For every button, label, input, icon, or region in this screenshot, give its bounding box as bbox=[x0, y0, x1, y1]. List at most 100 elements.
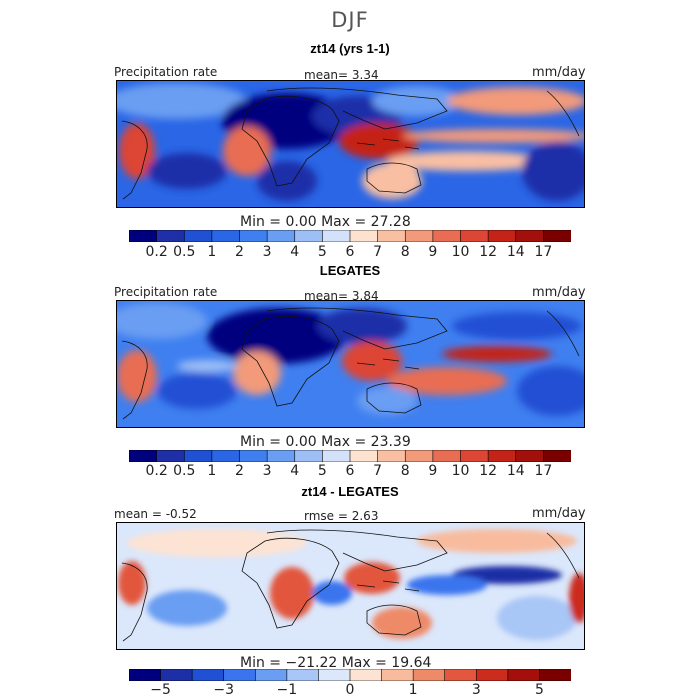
colorbar-tick-label: 7 bbox=[373, 244, 383, 260]
colorbar-tick-label: 0.2 bbox=[145, 463, 168, 479]
p1-coast-namerica bbox=[546, 90, 580, 137]
p2-n-atlantic bbox=[117, 303, 207, 339]
panel3-minmax: Min = −21.22 Max = 19.64 bbox=[240, 655, 432, 671]
panel2-units: mm/day bbox=[532, 285, 586, 300]
p3-central-pac-neg bbox=[407, 575, 487, 595]
colorbar-tick-label: 8 bbox=[400, 244, 410, 260]
p2-coast-indonesia bbox=[356, 358, 420, 370]
colorbar-swatch bbox=[211, 450, 241, 462]
colorbar-tick-label: 4 bbox=[290, 244, 300, 260]
colorbar-tick-label: 1 bbox=[207, 244, 217, 260]
colorbar-tick-label: 5 bbox=[317, 463, 327, 479]
p1-s-atlantic bbox=[147, 153, 227, 189]
colorbar-tick-label: 12 bbox=[479, 244, 498, 260]
panel3-rmse-label: rmse = 2.63 bbox=[304, 509, 379, 523]
colorbar-tick-label: 3 bbox=[471, 682, 481, 698]
panel3-mean-label: mean = -0.52 bbox=[114, 507, 197, 521]
colorbar-tick-label: 12 bbox=[479, 463, 498, 479]
panel2-variable-label: Precipitation rate bbox=[114, 285, 218, 299]
p1-coast-australia bbox=[366, 162, 422, 194]
colorbar-swatch bbox=[487, 230, 517, 242]
colorbar-tick-label: 17 bbox=[534, 463, 553, 479]
p3-australia-pos bbox=[372, 607, 432, 639]
panel1-mean-label: mean= 3.34 bbox=[304, 68, 379, 82]
colorbar-tick-label: 3 bbox=[262, 463, 272, 479]
colorbar-swatch bbox=[487, 450, 517, 462]
colorbar-swatch bbox=[160, 669, 193, 681]
panel1-variable-label: Precipitation rate bbox=[114, 65, 218, 79]
panel2-colorbar-labels: 0.2 0.5 1 2 3 4 5 6 7 8 9 10 12 14 17 bbox=[129, 463, 571, 481]
p1-se-pacific bbox=[522, 141, 584, 201]
p1-coast-indonesia bbox=[356, 138, 420, 150]
colorbar-tick-label: 1 bbox=[408, 682, 418, 698]
p1-indonesia bbox=[339, 123, 419, 159]
colorbar-swatch bbox=[377, 230, 407, 242]
colorbar-swatch bbox=[377, 450, 407, 462]
colorbar-swatch bbox=[460, 450, 489, 462]
p2-s-atlantic bbox=[157, 373, 237, 409]
p2-trop-atl bbox=[177, 360, 237, 372]
p2-africa-wet bbox=[233, 351, 281, 395]
colorbar-swatch bbox=[266, 450, 296, 462]
colorbar-tick-label: 14 bbox=[506, 244, 525, 260]
panel1-units: mm/day bbox=[532, 65, 586, 80]
p1-itcz bbox=[402, 129, 584, 143]
colorbar-tick-label: 5 bbox=[317, 244, 327, 260]
colorbar-swatch bbox=[183, 230, 213, 242]
colorbar-swatch bbox=[318, 669, 351, 681]
colorbar-swatch bbox=[183, 450, 213, 462]
p1-s-indian bbox=[257, 161, 317, 201]
colorbar-swatch bbox=[475, 669, 509, 681]
p1-n-pacific bbox=[447, 87, 584, 115]
panel1-colorbar-labels: 0.2 0.5 1 2 3 4 5 6 7 8 9 10 12 14 17 bbox=[129, 244, 571, 262]
colorbar-swatch bbox=[460, 230, 489, 242]
p1-australia bbox=[362, 163, 422, 199]
colorbar-tick-label: 0.5 bbox=[173, 244, 196, 260]
colorbar-swatch bbox=[294, 450, 324, 462]
p3-n-hemi-pos bbox=[127, 529, 307, 557]
colorbar-swatch bbox=[543, 450, 571, 462]
p3-n-pacific-pos bbox=[417, 529, 577, 553]
p3-se-pac bbox=[497, 596, 577, 640]
p1-spcz bbox=[387, 151, 547, 171]
colorbar-tick-label: 7 bbox=[373, 463, 383, 479]
colorbar-swatch bbox=[539, 669, 571, 681]
colorbar-tick-label: 0.2 bbox=[145, 244, 168, 260]
colorbar-tick-label: 17 bbox=[534, 244, 553, 260]
p3-indian-neg bbox=[312, 581, 352, 605]
p3-indonesia-pos bbox=[344, 562, 400, 594]
colorbar-tick-label: 8 bbox=[400, 463, 410, 479]
panel2-map bbox=[116, 300, 585, 428]
p2-coast-africa bbox=[241, 315, 340, 407]
p1-n-atlantic bbox=[117, 83, 247, 119]
colorbar-tick-label: 3 bbox=[262, 244, 272, 260]
colorbar-swatch bbox=[322, 450, 351, 462]
colorbar-tick-label: 10 bbox=[451, 463, 470, 479]
colorbar-swatch bbox=[266, 230, 296, 242]
p3-coast-namerica bbox=[546, 532, 580, 579]
colorbar-swatch bbox=[239, 450, 268, 462]
colorbar-swatch bbox=[412, 669, 446, 681]
colorbar-tick-label: 1 bbox=[207, 463, 217, 479]
p1-coast-eurasia bbox=[266, 87, 448, 130]
colorbar-tick-label: 6 bbox=[345, 244, 355, 260]
colorbar-swatch bbox=[381, 669, 414, 681]
colorbar-swatch bbox=[286, 669, 320, 681]
colorbar-tick-label: 9 bbox=[428, 463, 438, 479]
colorbar-tick-label: 0.5 bbox=[173, 463, 196, 479]
p2-australia bbox=[357, 387, 417, 415]
panel2-mean-label: mean= 3.84 bbox=[304, 289, 379, 303]
p3-s-america-pos bbox=[118, 561, 146, 605]
p2-coast-eurasia bbox=[266, 307, 448, 350]
colorbar-swatch bbox=[349, 669, 383, 681]
colorbar-swatch bbox=[156, 230, 186, 242]
colorbar-swatch bbox=[515, 230, 545, 242]
panel1-colorbar bbox=[129, 230, 571, 242]
colorbar-swatch bbox=[432, 450, 462, 462]
p2-n-pacific bbox=[452, 312, 582, 340]
colorbar-swatch bbox=[507, 669, 541, 681]
colorbar-tick-label: −1 bbox=[276, 682, 298, 698]
colorbar-swatch bbox=[404, 230, 434, 242]
colorbar-tick-label: 2 bbox=[235, 244, 244, 260]
p3-coast-africa bbox=[241, 537, 340, 629]
